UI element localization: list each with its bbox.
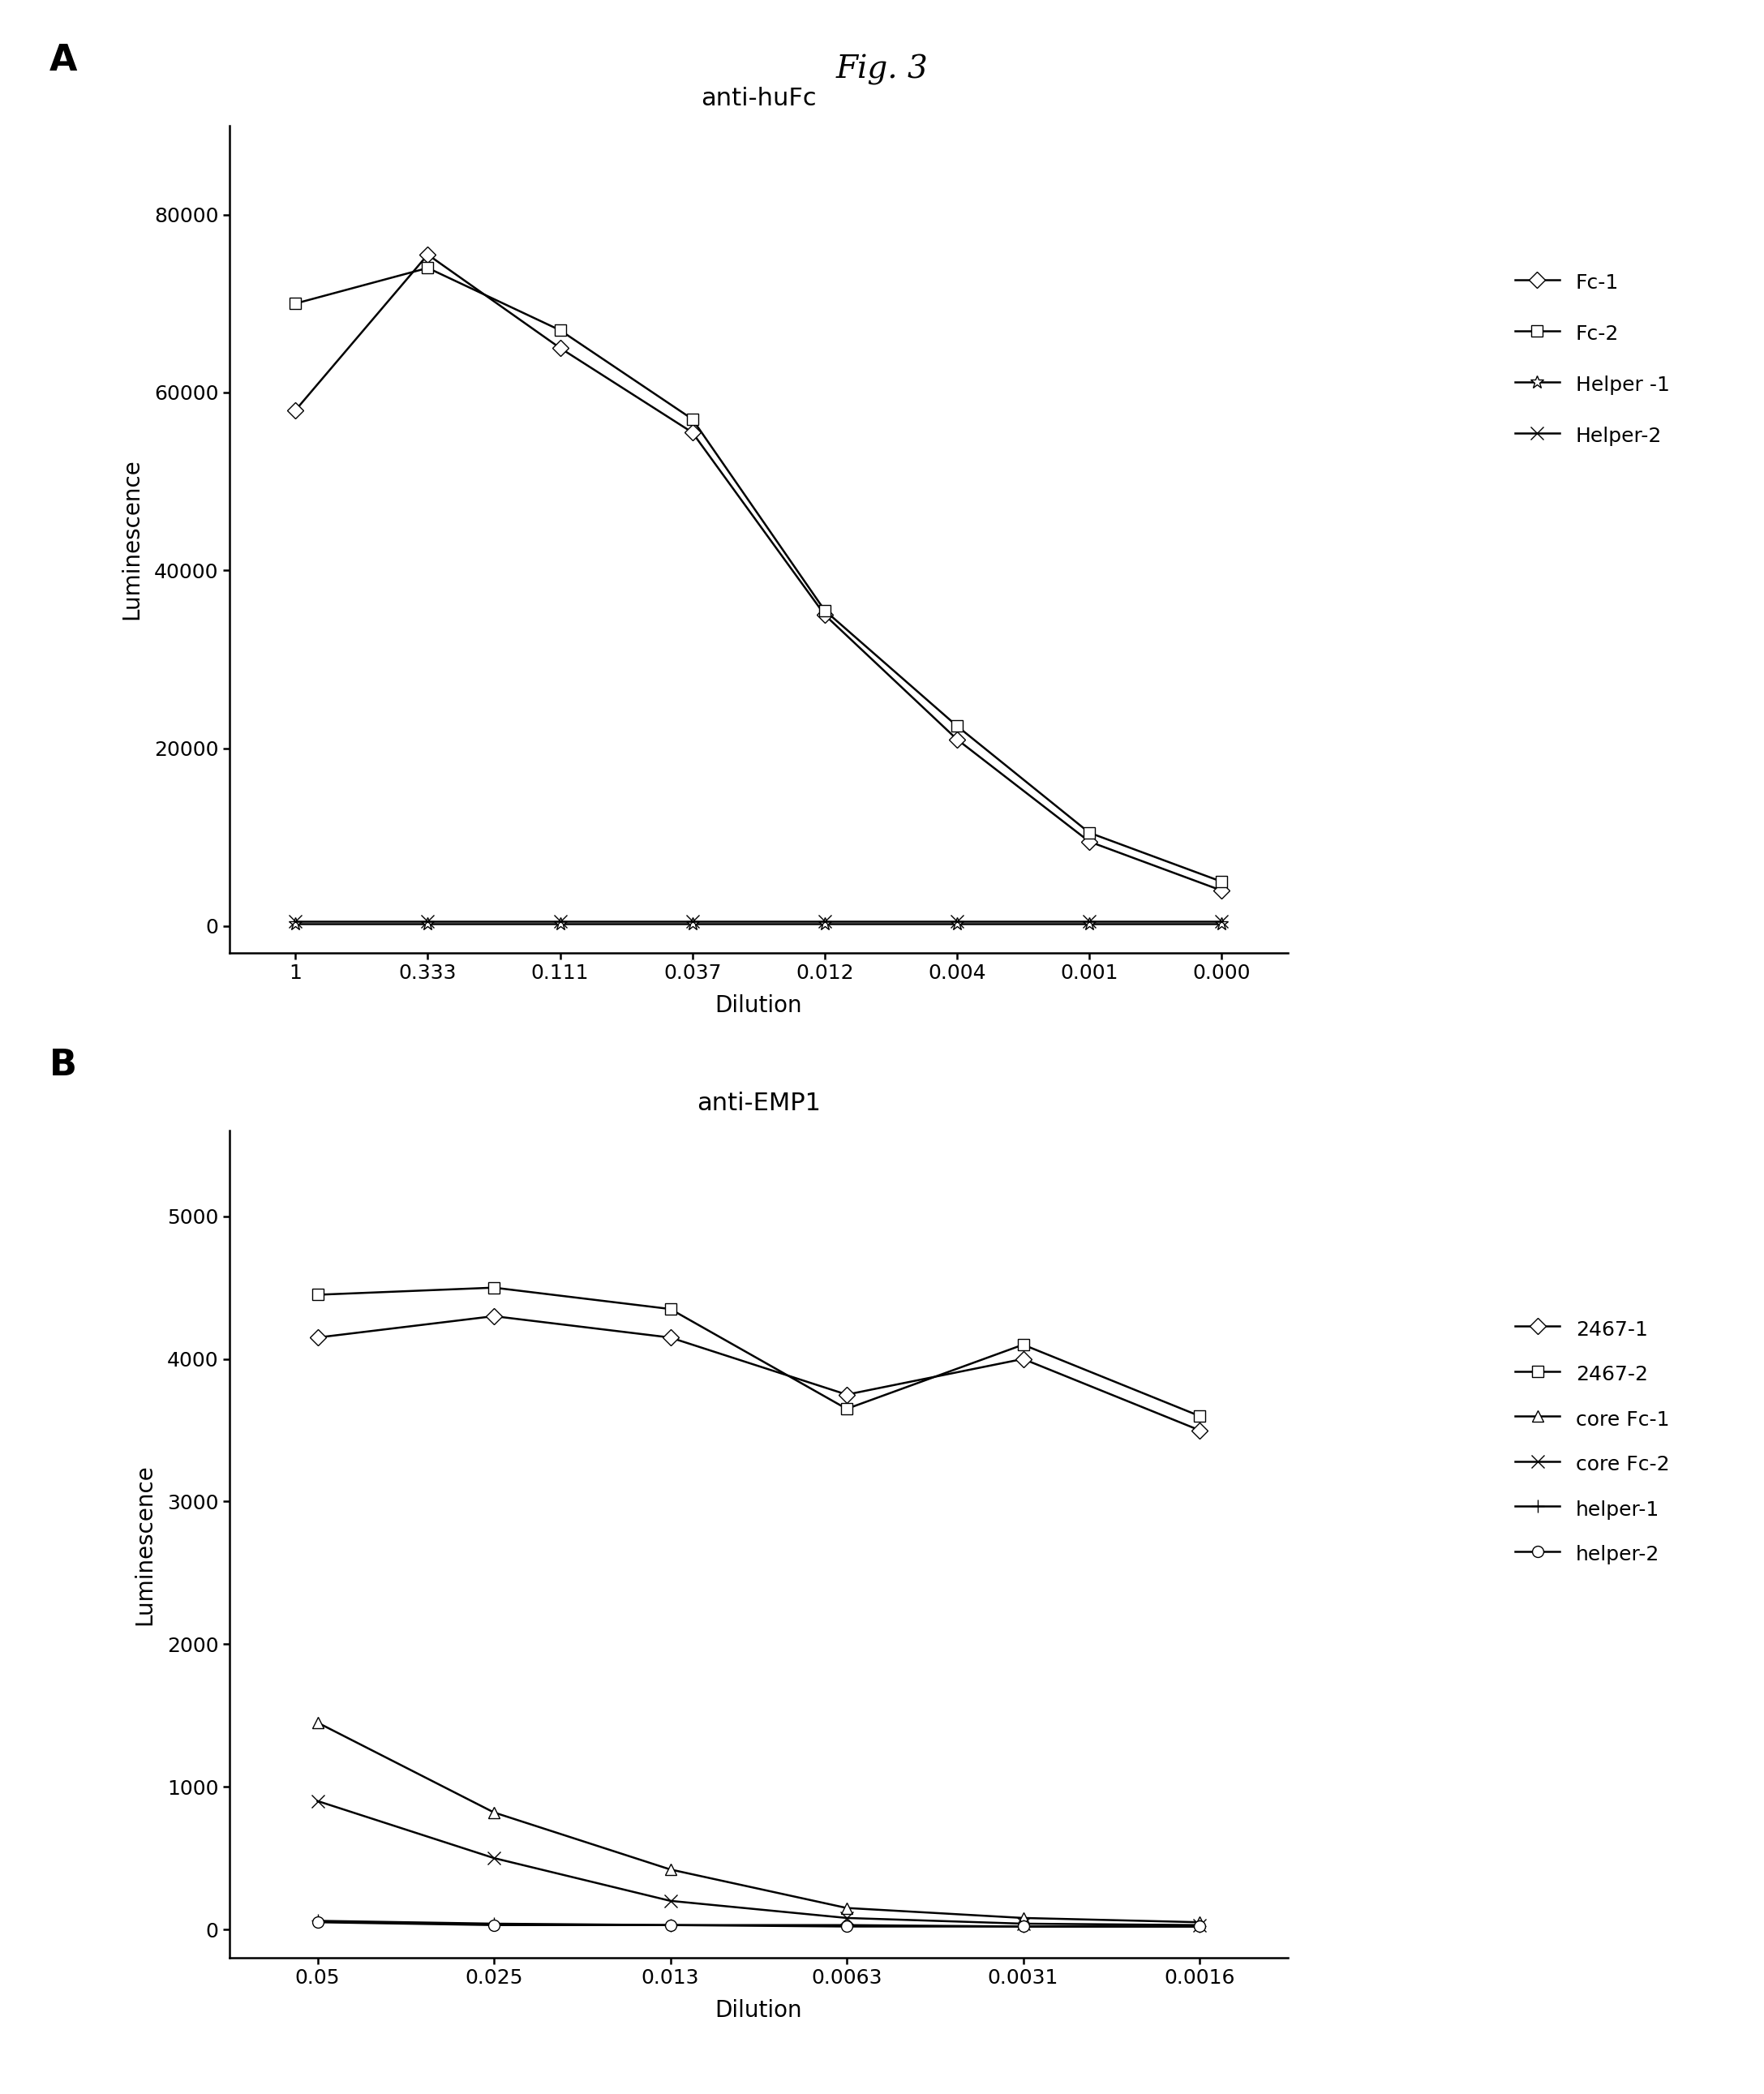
X-axis label: Dilution: Dilution [714, 995, 803, 1018]
Helper-2 [946, 909, 967, 934]
Fc-1 [550, 335, 572, 360]
helper-1 [483, 1912, 505, 1937]
2467-1 [1189, 1418, 1210, 1443]
2467-1 [1013, 1346, 1034, 1372]
2467-2 [836, 1397, 857, 1422]
core Fc-1 [307, 1711, 328, 1736]
core Fc-1 [1189, 1910, 1210, 1935]
Helper -1 [284, 911, 307, 936]
helper-2 [836, 1914, 857, 1939]
core Fc-2 [1189, 1912, 1210, 1937]
Helper -1 [946, 911, 967, 936]
Fc-2 [1210, 869, 1231, 894]
2467-2 [483, 1275, 505, 1300]
Helper -1 [1078, 911, 1101, 936]
Line: Fc-1: Fc-1 [289, 249, 1228, 896]
Fc-1 [813, 603, 836, 628]
Fc-2 [416, 255, 437, 281]
Line: 2467-1: 2467-1 [312, 1311, 1205, 1436]
Line: Helper -1: Helper -1 [289, 917, 1228, 930]
2467-2 [660, 1296, 681, 1321]
Helper -1 [813, 911, 836, 936]
core Fc-2 [483, 1845, 505, 1870]
helper-2 [483, 1912, 505, 1937]
Fc-2 [284, 291, 307, 316]
Y-axis label: Luminescence: Luminescence [132, 1464, 155, 1625]
Line: 2467-2: 2467-2 [312, 1282, 1205, 1422]
Text: B: B [49, 1047, 78, 1083]
Line: Helper-2: Helper-2 [289, 915, 1228, 928]
2467-2 [307, 1282, 328, 1307]
Helper -1 [550, 911, 572, 936]
helper-2 [1013, 1914, 1034, 1939]
core Fc-2 [836, 1906, 857, 1931]
Line: Fc-2: Fc-2 [289, 262, 1228, 888]
2467-1 [660, 1326, 681, 1351]
helper-1 [660, 1912, 681, 1937]
Helper-2 [416, 909, 437, 934]
Line: helper-2: helper-2 [312, 1916, 1205, 1933]
core Fc-1 [483, 1801, 505, 1826]
Fc-1 [681, 421, 702, 446]
Helper -1 [416, 911, 437, 936]
helper-2 [660, 1912, 681, 1937]
2467-2 [1013, 1332, 1034, 1357]
Helper-2 [1078, 909, 1101, 934]
Text: A: A [49, 42, 78, 77]
Y-axis label: Luminescence: Luminescence [120, 459, 143, 620]
Text: Fig. 3: Fig. 3 [836, 54, 928, 86]
Helper -1 [681, 911, 702, 936]
Helper-2 [550, 909, 572, 934]
core Fc-2 [307, 1788, 328, 1813]
core Fc-2 [660, 1889, 681, 1914]
Helper -1 [1210, 911, 1231, 936]
Line: helper-1: helper-1 [310, 1914, 1207, 1933]
Title: anti-huFc: anti-huFc [700, 86, 817, 111]
Fc-1 [1210, 877, 1231, 903]
helper-2 [1189, 1914, 1210, 1939]
helper-2 [307, 1910, 328, 1935]
helper-1 [1189, 1914, 1210, 1939]
Fc-2 [550, 318, 572, 343]
Helper-2 [284, 909, 307, 934]
Fc-1 [946, 727, 967, 752]
helper-1 [1013, 1914, 1034, 1939]
2467-1 [836, 1382, 857, 1407]
Helper-2 [681, 909, 702, 934]
helper-1 [307, 1908, 328, 1933]
core Fc-1 [836, 1895, 857, 1920]
Fc-1 [284, 398, 307, 423]
Legend: 2467-1, 2467-2, core Fc-1, core Fc-2, helper-1, helper-2: 2467-1, 2467-2, core Fc-1, core Fc-2, he… [1505, 1307, 1679, 1577]
2467-1 [483, 1305, 505, 1330]
2467-2 [1189, 1403, 1210, 1428]
Fc-2 [1078, 821, 1101, 846]
Fc-2 [946, 714, 967, 739]
Fc-1 [416, 243, 437, 268]
Line: core Fc-2: core Fc-2 [310, 1795, 1207, 1931]
Fc-2 [813, 597, 836, 622]
X-axis label: Dilution: Dilution [714, 2000, 803, 2023]
Title: anti-EMP1: anti-EMP1 [697, 1091, 820, 1116]
Helper-2 [1210, 909, 1231, 934]
Fc-2 [681, 406, 702, 431]
Fc-1 [1078, 829, 1101, 854]
Legend: Fc-1, Fc-2, Helper -1, Helper-2: Fc-1, Fc-2, Helper -1, Helper-2 [1505, 260, 1679, 459]
Line: core Fc-1: core Fc-1 [312, 1717, 1205, 1929]
helper-1 [836, 1912, 857, 1937]
core Fc-2 [1013, 1912, 1034, 1937]
core Fc-1 [1013, 1906, 1034, 1931]
Helper-2 [813, 909, 836, 934]
core Fc-1 [660, 1857, 681, 1883]
2467-1 [307, 1326, 328, 1351]
